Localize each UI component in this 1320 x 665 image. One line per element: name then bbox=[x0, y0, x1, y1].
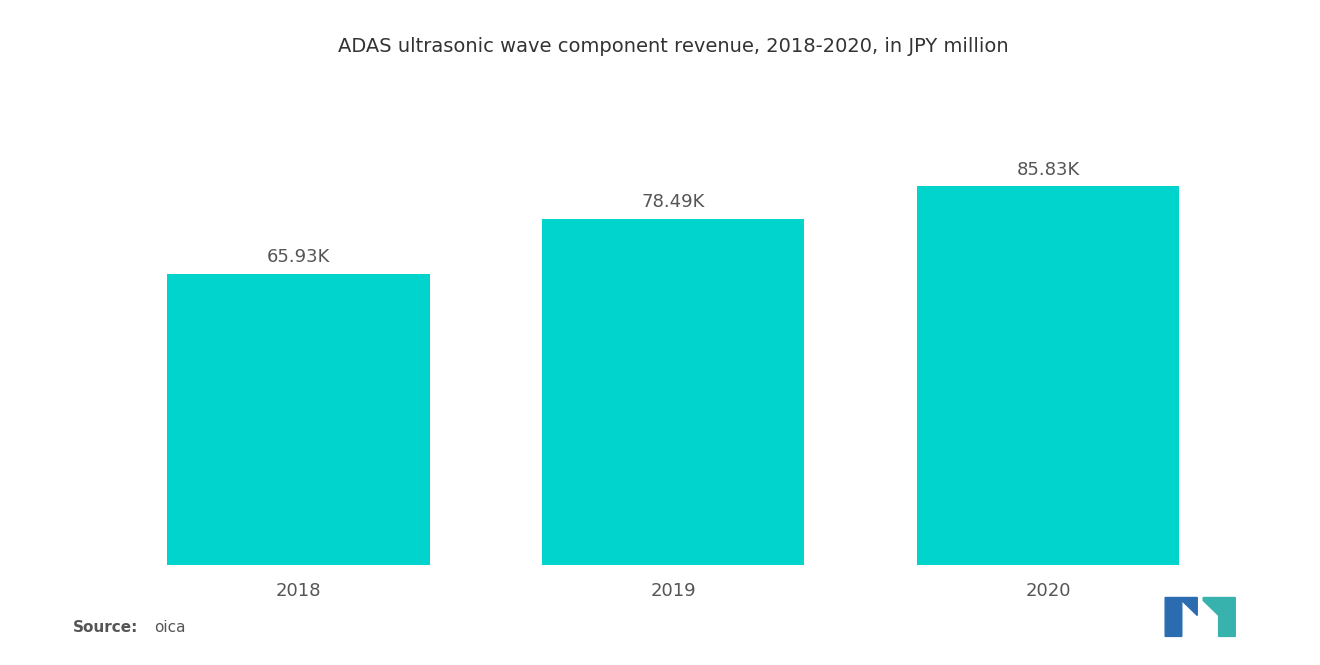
Bar bbox=[168, 274, 429, 565]
Text: oica: oica bbox=[154, 620, 186, 635]
Text: Source:: Source: bbox=[73, 620, 139, 635]
Text: 78.49K: 78.49K bbox=[642, 193, 705, 211]
Text: 65.93K: 65.93K bbox=[267, 248, 330, 267]
Bar bbox=[917, 186, 1179, 565]
Polygon shape bbox=[1203, 597, 1236, 636]
Polygon shape bbox=[1166, 597, 1197, 636]
Bar bbox=[543, 219, 804, 565]
Text: 85.83K: 85.83K bbox=[1016, 160, 1080, 178]
Title: ADAS ultrasonic wave component revenue, 2018-2020, in JPY million: ADAS ultrasonic wave component revenue, … bbox=[338, 37, 1008, 56]
